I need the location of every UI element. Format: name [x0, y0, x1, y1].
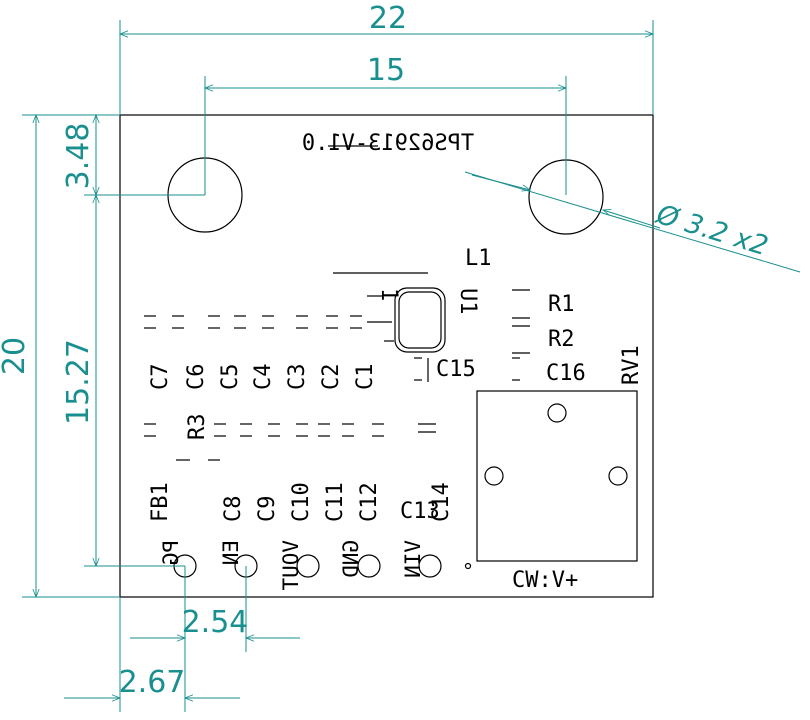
ref-c2: C2: [319, 364, 344, 391]
cap-row-middle-pads: [144, 423, 436, 437]
pin-label-pg: PG: [159, 540, 183, 565]
ref-rv1: RV1: [619, 345, 644, 385]
ref-c13: C13: [400, 499, 440, 524]
dim-hole-spacing: 15: [367, 53, 405, 88]
ref-c1: C1: [353, 364, 378, 391]
ref-r2: R2: [548, 327, 575, 352]
dim-pin-offset-left: 2.67: [119, 665, 186, 700]
cap-row-upper-pads: [144, 315, 362, 329]
ref-c4: C4: [251, 364, 276, 391]
rv1-pin-top: [547, 403, 567, 423]
dim-hole-to-pins: 15.27: [61, 339, 96, 425]
dim-hole-offset-top: 3.48: [61, 123, 96, 190]
pin-label-en: EN: [219, 540, 243, 565]
rv1-pin-right: [608, 466, 628, 486]
pin-label-vout: VOUT: [279, 540, 303, 591]
ref-c6: C6: [184, 364, 209, 391]
ref-c11: C11: [323, 482, 348, 522]
ref-c15: C15: [436, 357, 476, 382]
ref-l1: L1: [465, 246, 492, 271]
dim-pin-pitch: 2.54: [182, 605, 249, 640]
ref-r1: R1: [548, 292, 575, 317]
ref-c10: C10: [289, 482, 314, 522]
ref-r3: R3: [185, 414, 210, 441]
fiducial-dot: [464, 562, 472, 570]
u1-pin1-marker: 1: [376, 288, 401, 301]
dim-hole-diameter: Ø 3.2 x2: [652, 199, 772, 262]
header-pin-3: [296, 554, 320, 578]
dim-height-total: 20: [0, 337, 32, 375]
dim-hole-diameter-leader: [464, 171, 801, 273]
board-title: TPS62913-V1.0: [302, 131, 474, 156]
header-pin-5: [418, 554, 442, 578]
u1-body: [394, 287, 446, 353]
rv1-pin-left: [484, 466, 504, 486]
ref-c8: C8: [221, 496, 246, 523]
u1-body-inner: [398, 291, 442, 349]
ref-u1: U1: [455, 288, 480, 315]
ref-c14: C14: [429, 482, 454, 522]
rv1-body: [476, 390, 638, 562]
ref-c7: C7: [148, 364, 173, 391]
ref-c5: C5: [218, 364, 243, 391]
ref-c3: C3: [285, 364, 310, 391]
ref-c12: C12: [357, 482, 382, 522]
header-pin-4: [357, 554, 381, 578]
board-outline: [119, 114, 654, 598]
ref-c16: C16: [546, 361, 586, 386]
ref-fb1: FB1: [148, 482, 173, 522]
ref-c9: C9: [255, 496, 280, 523]
dim-width-total: 22: [369, 1, 407, 36]
pot-label: CW:V+: [512, 568, 578, 593]
